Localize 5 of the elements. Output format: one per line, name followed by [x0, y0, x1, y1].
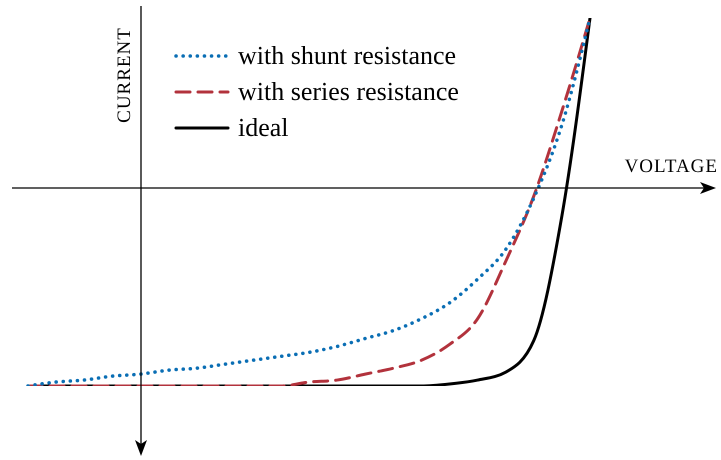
y-axis-title: CURRENT	[114, 27, 135, 123]
legend-label: with shunt resistance	[238, 40, 456, 72]
legend-label: ideal	[238, 112, 289, 144]
x-axis-title: VOLTAGE	[624, 156, 718, 177]
legend-label: with series resistance	[238, 76, 459, 108]
